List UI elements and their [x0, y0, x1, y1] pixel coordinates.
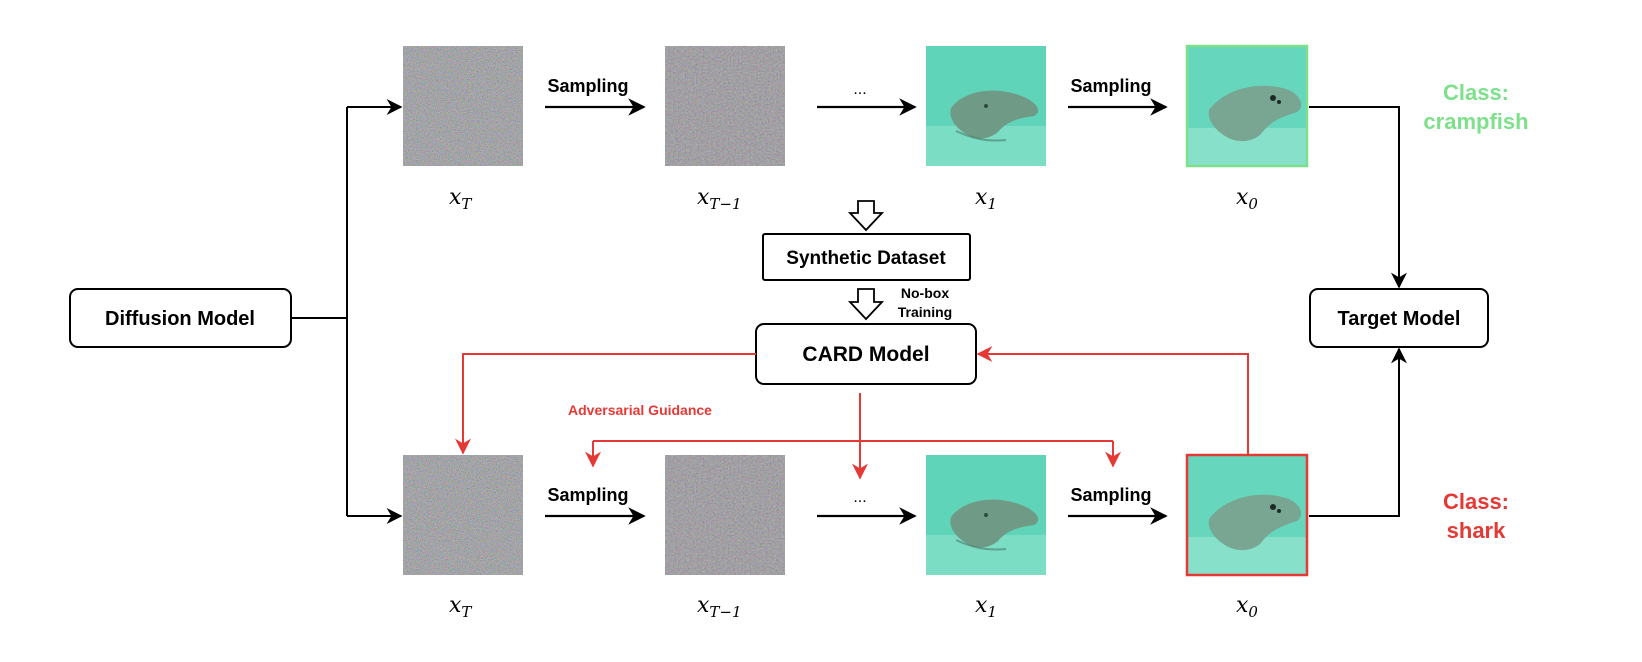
stingray-image-top-x0 [1185, 44, 1309, 168]
svg-text:x1: x1 [975, 185, 997, 213]
target-model-label: Target Model [1338, 308, 1461, 330]
var-label-top-x0: x0 [1236, 185, 1258, 213]
ellipsis-label-top: ... [853, 81, 866, 98]
ellipsis-label-bottom: ... [853, 489, 866, 506]
diffusion-model-label: Diffusion Model [105, 308, 255, 330]
var-label-top-xT1: xT−1 [697, 185, 742, 213]
svg-text:x0: x0 [1236, 593, 1258, 621]
no-box-label-line1: No-box [901, 285, 949, 301]
card-model-label: CARD Model [802, 343, 929, 366]
var-label-bottom-xT1: xT−1 [697, 593, 742, 621]
var-label-top-xT: xT [449, 185, 472, 213]
noise-image-bottom-xT1 [665, 455, 785, 575]
diffusion-model-box: Diffusion Model [69, 288, 292, 348]
svg-text:x0: x0 [1236, 185, 1258, 213]
synthetic-dataset-box: Synthetic Dataset [762, 233, 971, 281]
bottom-class-label-line2: shark [1447, 518, 1506, 543]
top-output-to-target-arrow [1309, 106, 1407, 289]
svg-text:xT−1: xT−1 [697, 593, 742, 621]
hollow-arrow-to-card [847, 288, 885, 321]
no-box-label-line2: Training [898, 304, 952, 320]
sampling-label-top-2: Sampling [1070, 76, 1151, 96]
hollow-arrow-to-dataset [847, 200, 885, 232]
stingray-image-top-x1 [926, 46, 1046, 166]
card-model-box: CARD Model [755, 323, 977, 385]
stingray-image-bottom-x1 [926, 455, 1046, 575]
target-model-box: Target Model [1309, 288, 1489, 348]
sampling-label-bottom-2: Sampling [1070, 485, 1151, 505]
sampling-label-bottom-1: Sampling [547, 485, 628, 505]
var-label-top-x1: x1 [975, 185, 997, 213]
svg-text:xT−1: xT−1 [697, 185, 742, 213]
var-label-bottom-x1: x1 [975, 593, 997, 621]
noise-image-bottom-xT [403, 455, 523, 575]
adversarial-guidance-label: Adversarial Guidance [568, 402, 712, 418]
stingray-image-bottom-x0 [1185, 453, 1309, 577]
svg-text:xT: xT [449, 185, 472, 213]
bottom-output-to-target-arrow [1309, 347, 1407, 517]
var-label-bottom-xT: xT [449, 593, 472, 621]
noise-image-top-xT1 [665, 46, 785, 166]
sampling-label-top-1: Sampling [547, 76, 628, 96]
svg-text:x1: x1 [975, 593, 997, 621]
top-class-label-line1: Class: [1443, 80, 1509, 105]
top-class-label-line2: crampfish [1423, 109, 1528, 134]
noise-image-top-xT [403, 46, 523, 166]
bottom-class-label-line1: Class: [1443, 489, 1509, 514]
svg-text:xT: xT [449, 593, 472, 621]
var-label-bottom-x0: x0 [1236, 593, 1258, 621]
adversarial-guidance-connectors [455, 346, 1249, 480]
diffusion-branch-connector [291, 99, 403, 524]
synthetic-dataset-label: Synthetic Dataset [786, 248, 946, 269]
